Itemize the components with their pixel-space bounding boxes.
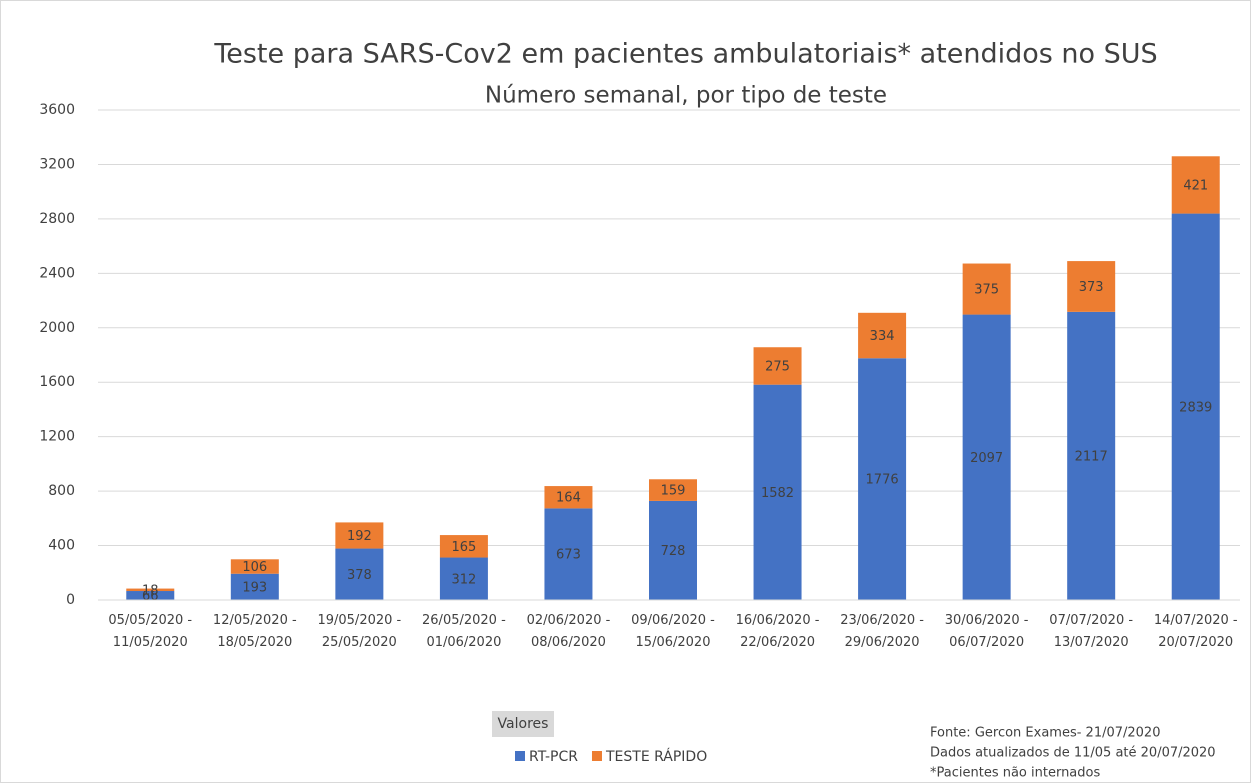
x-tick-label-line: 06/07/2020 [949, 635, 1024, 650]
y-tick-label: 3200 [39, 156, 75, 172]
bar-segment [230, 559, 279, 574]
x-tick-label-line: 12/05/2020 - [213, 613, 297, 628]
x-tick-label: 16/06/2020 - 22/06/2020 [736, 613, 820, 650]
data-label: 1776 [866, 473, 899, 488]
bar-segment [230, 573, 279, 600]
y-tick-label: 1200 [39, 429, 75, 445]
x-tick-label: 12/05/2020 - 18/05/2020 [213, 613, 297, 650]
y-tick-label: 1600 [39, 374, 75, 390]
data-label: 2097 [970, 451, 1003, 466]
legend-title-box [492, 711, 554, 737]
legend-swatch [591, 751, 602, 761]
x-tick-label-line: 05/05/2020 - [108, 613, 192, 628]
bar-segment [439, 557, 488, 600]
data-label: 165 [451, 540, 476, 555]
x-tick-label-line: 29/06/2020 [845, 635, 920, 650]
x-tick-label-line: 19/05/2020 - [317, 613, 401, 628]
data-label: 421 [1183, 178, 1208, 193]
data-label: 106 [242, 560, 267, 575]
legend-title: Valores [498, 716, 549, 732]
x-tick-label-line: 16/06/2020 - [736, 613, 820, 628]
data-label: 373 [1079, 280, 1104, 295]
bar-segment [439, 535, 488, 558]
bar-segment [1171, 213, 1220, 600]
x-tick-label-line: 30/06/2020 - [945, 613, 1029, 628]
y-tick-label: 800 [48, 483, 75, 499]
chart-subtitle: Número semanal, por tipo de teste [485, 83, 887, 109]
y-tick-label: 2800 [39, 211, 75, 227]
annotation: Dados atualizados de 11/05 até 20/07/202… [930, 746, 1216, 761]
x-tick-label-line: 15/06/2020 [636, 635, 711, 650]
data-label: 2117 [1075, 449, 1108, 464]
data-label: 192 [347, 529, 372, 544]
chart-title: Teste para SARS-Cov2 em pacientes ambula… [213, 39, 1157, 70]
bar-segment [858, 312, 907, 359]
x-tick-label-line: 02/06/2020 - [527, 613, 611, 628]
annotation: Fonte: Gercon Exames- 21/07/2020 [930, 726, 1160, 741]
x-tick-label: 09/06/2020 - 15/06/2020 [631, 613, 715, 650]
y-tick-label: 0 [66, 592, 75, 608]
y-tick-label: 400 [48, 538, 75, 554]
data-label: 334 [870, 329, 895, 344]
data-label: 312 [451, 572, 476, 587]
bar-segment [858, 358, 907, 600]
annotation: *Pacientes não internados [930, 766, 1100, 781]
data-label: 2839 [1179, 400, 1212, 415]
legend-label: RT-PCR [529, 749, 578, 765]
bar-segment [962, 263, 1011, 315]
bar-segment [649, 479, 697, 501]
data-label: 728 [661, 544, 686, 559]
x-tick-label: 05/05/2020 - 11/05/2020 [108, 613, 192, 650]
x-tick-label: 19/05/2020 - 25/05/2020 [317, 613, 401, 650]
bar-segment [1067, 311, 1116, 600]
data-label: 18 [142, 583, 159, 598]
x-tick-label-line: 25/05/2020 [322, 635, 397, 650]
data-label: 164 [556, 491, 581, 506]
x-tick-label: 02/06/2020 - 08/06/2020 [527, 613, 611, 650]
x-tick-label-line: 22/06/2020 [740, 635, 815, 650]
bar-segment [753, 384, 802, 600]
y-tick-label: 3600 [39, 102, 75, 118]
bar-segment [544, 508, 593, 600]
bar-segment [1171, 156, 1220, 214]
x-tick-label: 30/06/2020 - 06/07/2020 [945, 613, 1029, 650]
x-tick-label-line: 23/06/2020 - [840, 613, 924, 628]
bar-segment [335, 522, 384, 549]
data-label: 378 [347, 568, 372, 583]
x-tick-label: 26/05/2020 - 01/06/2020 [422, 613, 506, 650]
data-label: 275 [765, 359, 790, 374]
x-tick-label-line: 01/06/2020 [426, 635, 501, 650]
bar-segment [962, 314, 1011, 600]
y-tick-label: 2000 [39, 320, 75, 336]
x-tick-label-line: 26/05/2020 - [422, 613, 506, 628]
x-tick-label-line: 09/06/2020 - [631, 613, 715, 628]
x-tick-label-line: 07/07/2020 - [1049, 613, 1133, 628]
x-tick-label: 14/07/2020 - 20/07/2020 [1154, 613, 1238, 650]
data-label: 159 [661, 484, 686, 499]
x-tick-label-line: 11/05/2020 [113, 635, 188, 650]
bar-segment [335, 548, 384, 600]
x-tick-label-line: 18/05/2020 [217, 635, 292, 650]
data-label: 673 [556, 548, 581, 563]
x-tick-label-line: 08/06/2020 [531, 635, 606, 650]
legend-swatch [515, 751, 525, 761]
bar-segment [1067, 261, 1116, 312]
bar-segment [753, 347, 802, 385]
x-tick-label: 07/07/2020 - 13/07/2020 [1049, 613, 1133, 650]
data-label: 375 [974, 283, 999, 298]
data-label: 1582 [761, 486, 794, 501]
x-tick-label: 23/06/2020 - 29/06/2020 [840, 613, 924, 650]
x-tick-label-line: 13/07/2020 [1054, 635, 1129, 650]
bar-segment [544, 486, 593, 509]
y-tick-label: 2400 [39, 265, 75, 281]
x-tick-label-line: 20/07/2020 [1158, 635, 1233, 650]
x-tick-label-line: 14/07/2020 - [1154, 613, 1238, 628]
bar-segment [649, 500, 697, 600]
bar-segment [126, 588, 175, 592]
bar-segment [126, 591, 175, 600]
legend-label: TESTE RÁPIDO [605, 748, 707, 765]
data-label: 193 [242, 580, 267, 595]
